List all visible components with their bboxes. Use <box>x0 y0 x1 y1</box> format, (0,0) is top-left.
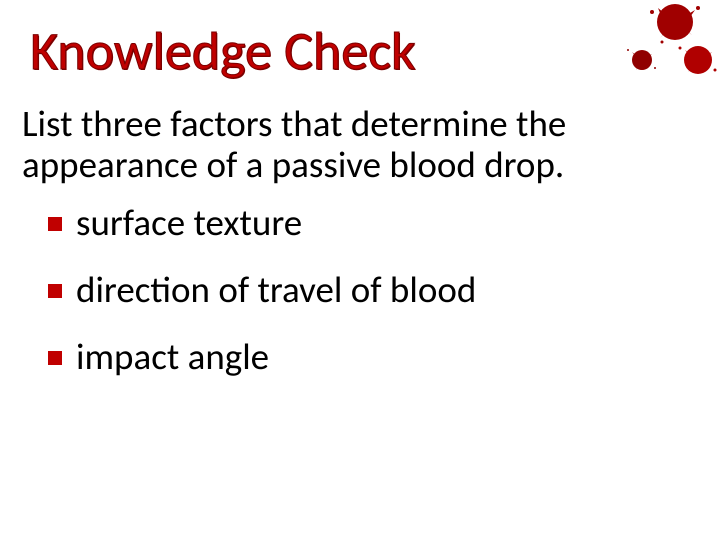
answer-item: surface texture <box>48 203 700 244</box>
slide-container: Knowledge Check List three factors that … <box>0 0 720 540</box>
answer-item: impact angle <box>48 337 700 378</box>
answer-item: direction of travel of blood <box>48 270 700 311</box>
answer-list: surface texture direction of travel of b… <box>48 203 700 377</box>
blood-splatter-decoration <box>570 0 720 120</box>
